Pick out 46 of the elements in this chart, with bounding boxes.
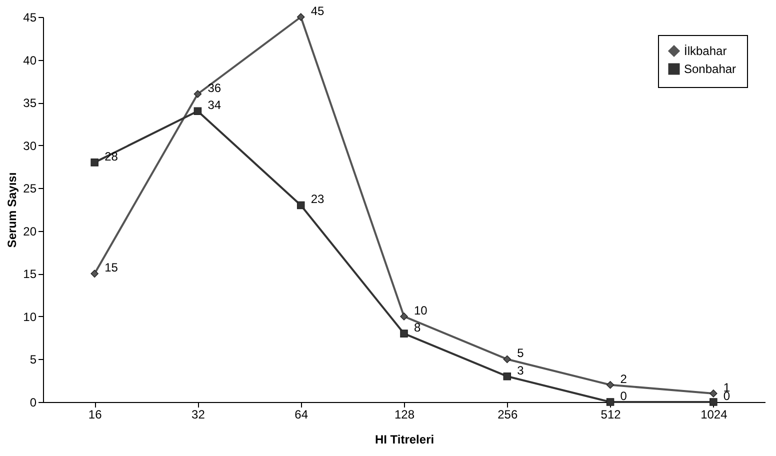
data-label: 10 (414, 303, 428, 318)
x-tick-label: 64 (294, 408, 308, 422)
data-label: 3 (517, 363, 524, 378)
point (503, 372, 512, 380)
point (194, 90, 202, 98)
data-label: 0 (620, 389, 628, 403)
point (296, 201, 305, 210)
y-tick-label: 5 (30, 352, 37, 367)
y-tick-label: 40 (23, 53, 37, 68)
y-tick-label: 15 (23, 267, 37, 282)
x-axis-title: HI Titreleri (374, 432, 434, 446)
x-tick-label: 512 (600, 408, 622, 422)
x-tick-label: 128 (394, 408, 415, 422)
y-tick-label: 35 (23, 96, 37, 110)
x-tick-label: 1024 (700, 408, 728, 422)
point (90, 158, 98, 166)
point (503, 355, 512, 364)
point (400, 330, 408, 338)
y-tick-label: 25 (23, 182, 37, 196)
x-tick-label: 32 (192, 408, 206, 422)
data-label: 45 (310, 4, 325, 18)
y-tick-label: 0 (30, 396, 37, 410)
data-label: 2 (620, 372, 628, 386)
data-label: 34 (208, 98, 222, 112)
legend-label: Sonbahar (684, 62, 736, 76)
point (710, 398, 718, 406)
point (606, 398, 614, 406)
y-tick-label: 30 (23, 138, 37, 153)
y-tick-label: 10 (23, 310, 37, 324)
point (90, 270, 98, 278)
point (606, 381, 614, 389)
data-label: 5 (517, 346, 524, 360)
data-label: 8 (414, 320, 421, 335)
y-tick-label: 45 (23, 10, 37, 24)
point (296, 13, 305, 21)
point (400, 312, 408, 320)
data-label: 23 (310, 192, 325, 206)
x-tick-label: 16 (88, 408, 102, 422)
y-tick-label: 20 (23, 224, 37, 238)
point (194, 107, 202, 115)
data-label: 15 (104, 260, 118, 275)
point (710, 390, 718, 398)
data-label: 36 (208, 81, 222, 95)
y-axis-title: Serum Sayısı (5, 172, 20, 248)
legend-label: İlkbahar (684, 44, 727, 58)
x-tick-label: 256 (498, 408, 518, 422)
